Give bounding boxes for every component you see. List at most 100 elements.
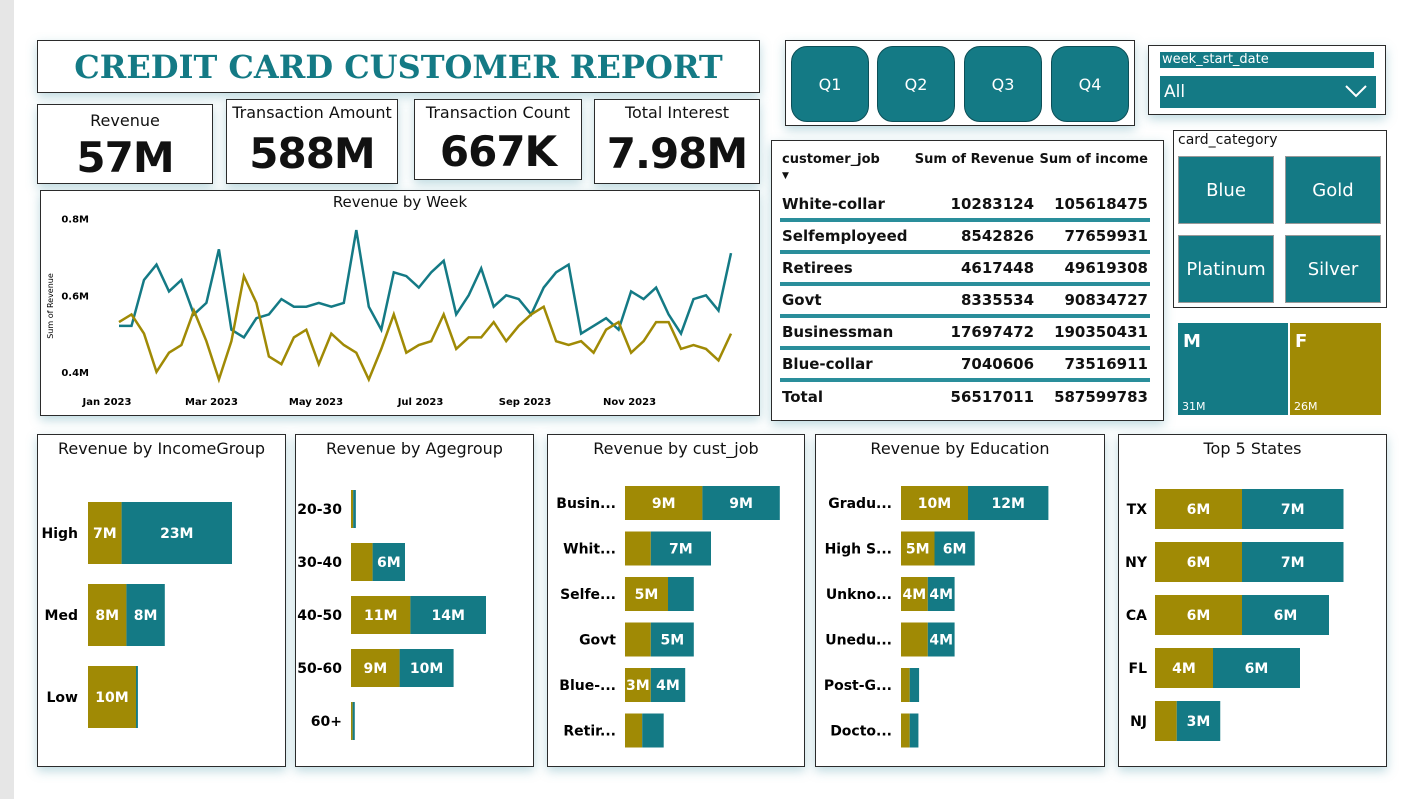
card-gold-button[interactable]: Gold (1285, 156, 1381, 224)
card-blue-button[interactable]: Blue (1178, 156, 1274, 224)
data-label: 6M (377, 555, 401, 571)
category-label: Whit... (563, 542, 616, 558)
q2-button[interactable]: Q2 (877, 46, 955, 122)
col-customer-job[interactable]: customer_job ▼ (782, 152, 880, 181)
bar-segment[interactable] (1242, 595, 1329, 635)
bar-segment[interactable] (351, 490, 354, 528)
card-silver-button[interactable]: Silver (1285, 235, 1381, 303)
bar-segment[interactable] (625, 531, 651, 566)
category-label: Blue-... (559, 678, 616, 694)
data-label: 6M (943, 542, 967, 558)
card-platinum-button[interactable]: Platinum (1178, 235, 1274, 303)
table-row[interactable]: Blue-collar 7040606 73516911 (780, 348, 1150, 382)
bar-segment[interactable] (668, 577, 694, 611)
chart-title: Revenue by cust_job (593, 439, 759, 458)
total-income: 587599783 (1054, 388, 1148, 406)
bar-segment[interactable] (399, 649, 454, 687)
bar-segment[interactable] (650, 668, 686, 702)
series-line-1[interactable] (119, 229, 733, 340)
bar-segment[interactable] (909, 668, 920, 702)
bar-segment[interactable] (410, 596, 486, 634)
bar-segment[interactable] (901, 531, 935, 566)
category-label: Selfe... (560, 587, 616, 603)
gender-m-tile[interactable]: M 31M (1178, 323, 1288, 415)
col-sum-revenue[interactable]: Sum of Revenue (914, 152, 1035, 167)
week-slicer-dropdown[interactable]: All (1160, 76, 1376, 108)
bar-segment[interactable] (351, 596, 411, 634)
bar-segment[interactable] (901, 486, 968, 520)
data-label: 23M (160, 526, 193, 542)
bar-segment[interactable] (625, 577, 668, 611)
bar-segment[interactable] (702, 486, 780, 520)
bar-segment[interactable] (968, 486, 1049, 520)
category-label: 50-60 (297, 661, 342, 677)
chevron-down-icon (1345, 85, 1367, 98)
revenue-by-week-chart: Revenue by Week 0.4M 0.6M 0.8M Sum of Reven… (40, 190, 760, 416)
col-sum-income[interactable]: Sum of income (1039, 152, 1148, 167)
bar-segment[interactable] (625, 486, 703, 520)
bar-segment[interactable] (88, 584, 127, 646)
bar-segment[interactable] (909, 713, 919, 748)
bar-chart-svg: High 7M 23M Med 8M 8M Low 10M (41, 502, 232, 728)
bar-segment[interactable] (351, 649, 400, 687)
kpi-label: Transaction Count (425, 103, 571, 122)
table-row[interactable]: Selfemployeed 8542826 77659931 (780, 220, 1150, 254)
bar-segment[interactable] (927, 622, 955, 657)
table-row[interactable]: Retirees 4617448 49619308 (780, 252, 1150, 286)
data-label: 6M (1274, 608, 1298, 624)
bar-segment[interactable] (1242, 489, 1344, 529)
revenue-cell: 10283124 (911, 190, 1037, 222)
income-cell: 90834727 (1036, 284, 1150, 318)
category-label: CA (1126, 608, 1147, 624)
bar-segment[interactable] (136, 666, 138, 728)
total-revenue: 56517011 (950, 388, 1035, 406)
bar-segment[interactable] (934, 531, 975, 566)
bar-segment[interactable] (1213, 648, 1300, 688)
bar-segment[interactable] (1155, 595, 1242, 635)
bar-segment[interactable] (650, 622, 694, 657)
gender-f-tile[interactable]: F 26M (1290, 323, 1381, 415)
bar-segment[interactable] (1155, 489, 1242, 529)
q4-button[interactable]: Q4 (1051, 46, 1129, 122)
bar-segment[interactable] (901, 668, 910, 702)
q1-button[interactable]: Q1 (791, 46, 869, 122)
data-label: 5M (660, 633, 684, 649)
bar-segment[interactable] (353, 490, 356, 528)
bar-segment[interactable] (901, 713, 910, 748)
bar-segment[interactable] (901, 622, 928, 657)
bar-segment[interactable] (351, 702, 353, 740)
bar-segment[interactable] (650, 531, 711, 566)
bar-segment[interactable] (351, 543, 373, 581)
kpi-total-interest: Total Interest 7.98M (594, 99, 760, 184)
bar-segment[interactable] (642, 713, 664, 748)
bar-segment[interactable] (901, 577, 928, 611)
bar-segment[interactable] (1155, 648, 1213, 688)
bar-segment[interactable] (1155, 701, 1177, 741)
data-label: 8M (95, 608, 119, 624)
bar-segment[interactable] (121, 502, 232, 564)
bar-segment[interactable] (88, 666, 136, 728)
bar-segment[interactable] (927, 577, 955, 611)
data-label: 6M (1245, 661, 1269, 677)
bar-segment[interactable] (352, 702, 355, 740)
bar-segment[interactable] (1242, 542, 1344, 582)
bar-segment[interactable] (88, 502, 122, 564)
data-label: 10M (410, 661, 443, 677)
gender-f-value: 26M (1294, 400, 1318, 413)
table-row[interactable]: Govt 8335534 90834727 (780, 284, 1150, 318)
category-label: Retir... (563, 724, 616, 740)
series-line-2[interactable] (118, 272, 733, 384)
bar-segment[interactable] (625, 668, 651, 702)
kpi-transaction-amount: Transaction Amount 588M (226, 99, 398, 184)
table-row[interactable]: White-collar 10283124 105618475 (780, 190, 1150, 222)
bar-segment[interactable] (372, 543, 405, 581)
bar-segment[interactable] (1176, 701, 1221, 741)
table-row[interactable]: Businessman 17697472 190350431 (780, 316, 1150, 350)
bar-segment[interactable] (625, 713, 643, 748)
data-label: 6M (1187, 555, 1211, 571)
q3-button[interactable]: Q3 (964, 46, 1042, 122)
bar-segment[interactable] (1155, 542, 1242, 582)
bar-segment[interactable] (625, 622, 651, 657)
bar-segment[interactable] (126, 584, 165, 646)
